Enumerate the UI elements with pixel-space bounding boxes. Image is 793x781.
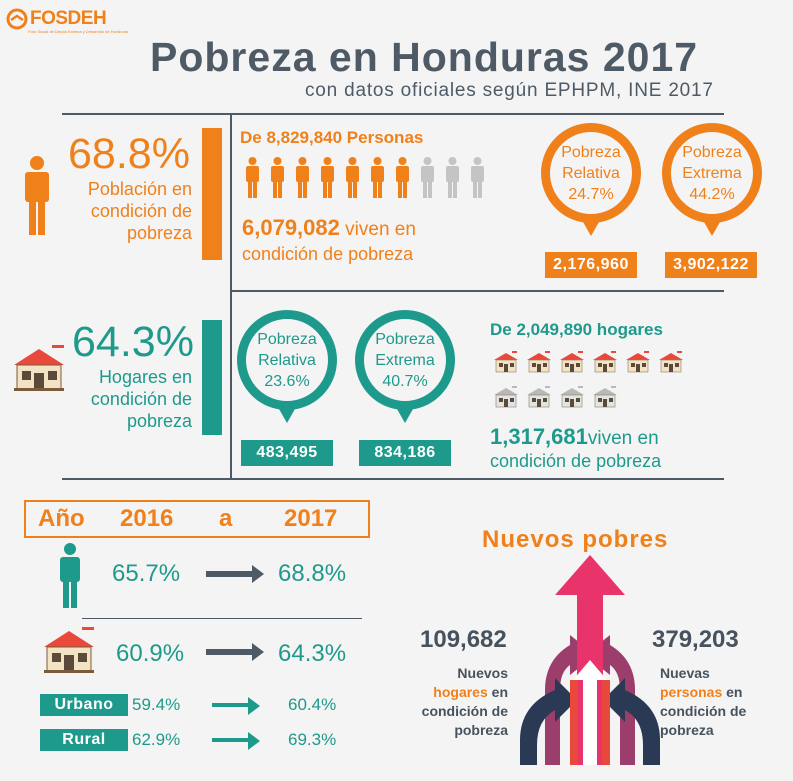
population-relative-circle: Pobreza Relativa 24.7% (541, 123, 641, 223)
house-icon-comparison (44, 627, 94, 673)
rural-to: 69.3% (288, 730, 337, 749)
homes-from: 60.9% (116, 640, 185, 667)
urban-label: Urbano (40, 694, 128, 716)
homes-to: 64.3% (278, 640, 347, 667)
house-pictogram-icon (525, 385, 553, 414)
person-icon (25, 156, 49, 235)
households-total: De 2,049,890 hogares (490, 320, 663, 339)
households-relative-count: 483,495 (241, 440, 333, 466)
person-pictogram-icon (394, 157, 411, 204)
comparison-divider (82, 618, 362, 619)
person-pictogram-icon (294, 157, 311, 204)
households-percent: 64.3% (72, 318, 194, 366)
households-count: 1,317,681viven en (490, 424, 659, 449)
new-poor-title: Nuevos pobres (482, 526, 669, 553)
person-pictogram-icon (469, 157, 486, 204)
person-pictogram-icon (419, 157, 436, 204)
year-connector: a (219, 505, 233, 532)
logo-text: FOSDEH (30, 8, 107, 29)
page-subtitle: con datos oficiales según EPHPM, INE 201… (305, 80, 714, 101)
persons-arrow (206, 565, 264, 583)
homes-arrow (206, 643, 264, 661)
population-total: De 8,829,840 Personas (240, 128, 424, 147)
logo: FOSDEH (6, 8, 107, 30)
households-relative-circle: Pobreza Relativa 23.6% (237, 310, 337, 410)
person-icon-teal (60, 543, 80, 608)
households-bar (202, 320, 222, 435)
divider-vertical (230, 113, 232, 480)
urban-arrow (212, 697, 260, 715)
population-extreme-count: 3,902,122 (665, 252, 757, 278)
new-persons-label: Nuevas personas en condición de pobreza (660, 665, 747, 738)
year-to: 2017 (284, 505, 338, 532)
house-pictogram-icon (492, 350, 520, 379)
population-extreme-circle: Pobreza Extrema 44.2% (662, 123, 762, 223)
year-header: Año 2016 a 2017 (24, 500, 370, 538)
persons-to: 68.8% (278, 560, 347, 587)
persons-from: 65.7% (112, 560, 181, 587)
households-icons (492, 350, 692, 414)
house-pictogram-icon (558, 350, 586, 379)
year-from: 2016 (120, 505, 174, 532)
house-icon (14, 345, 64, 391)
house-pictogram-icon (591, 350, 619, 379)
house-pictogram-icon (492, 385, 520, 414)
population-icons (244, 157, 486, 204)
arrows-graphic (520, 555, 660, 765)
divider-top (62, 113, 724, 115)
person-pictogram-icon (319, 157, 336, 204)
logo-icon (6, 8, 28, 30)
population-relative-count: 2,176,960 (545, 252, 637, 278)
new-homes-count: 109,682 (420, 626, 507, 653)
urban-to: 60.4% (288, 695, 337, 714)
house-pictogram-icon (525, 350, 553, 379)
population-bar (202, 128, 222, 260)
person-pictogram-icon (344, 157, 361, 204)
households-relative-pointer (279, 409, 295, 423)
rural-arrow (212, 732, 260, 750)
year-label: Año (38, 505, 85, 532)
house-pictogram-icon (624, 350, 652, 379)
new-persons-count: 379,203 (652, 626, 739, 653)
population-percent: 68.8% (68, 130, 190, 178)
population-count-line2: condición de pobreza (242, 244, 414, 264)
divider-middle (232, 290, 724, 292)
logo-subtitle: Foro Social de Deuda Externa y Desarroll… (28, 29, 129, 34)
page-title: Pobreza en Honduras 2017 (150, 34, 699, 80)
divider-bottom (62, 478, 724, 480)
population-label: Población en condición de pobreza (87, 179, 192, 243)
households-extreme-pointer (397, 409, 413, 423)
person-pictogram-icon (244, 157, 261, 204)
person-pictogram-icon (444, 157, 461, 204)
population-extreme-pointer (704, 222, 720, 236)
new-homes-label: Nuevos hogares en condición de pobreza (421, 665, 508, 738)
person-pictogram-icon (369, 157, 386, 204)
households-count-line2: condición de pobreza (490, 451, 662, 471)
house-pictogram-icon (591, 385, 619, 414)
rural-from: 62.9% (132, 730, 181, 749)
households-extreme-count: 834,186 (359, 440, 451, 466)
house-pictogram-icon (657, 350, 685, 379)
house-pictogram-icon (558, 385, 586, 414)
households-label: Hogares en condición de pobreza (90, 367, 192, 431)
person-pictogram-icon (269, 157, 286, 204)
population-count: 6,079,082 viven en (242, 215, 416, 240)
households-extreme-circle: Pobreza Extrema 40.7% (355, 310, 455, 410)
rural-label: Rural (40, 729, 128, 751)
population-relative-pointer (583, 222, 599, 236)
urban-from: 59.4% (132, 695, 181, 714)
